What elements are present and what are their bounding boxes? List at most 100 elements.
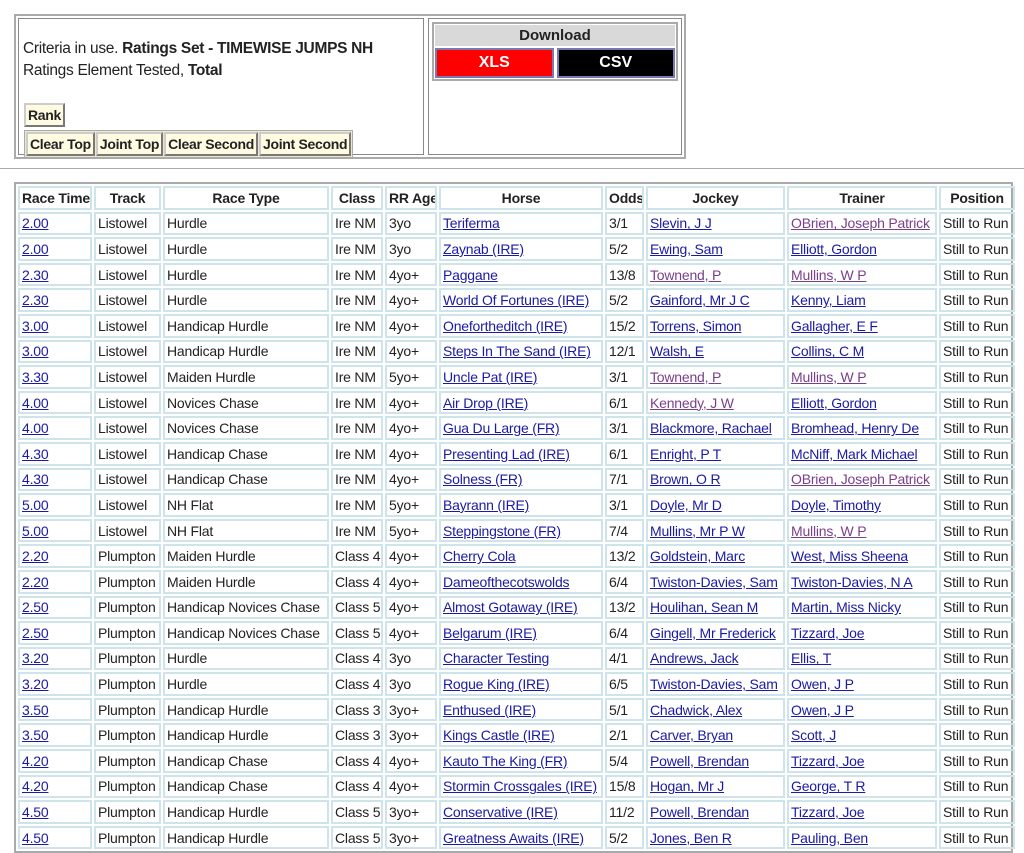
rank-button[interactable]: Rank (24, 103, 66, 127)
jockey-link[interactable]: Carver, Bryan (650, 727, 733, 744)
horse-link[interactable]: Bayrann (IRE) (443, 496, 530, 513)
race-time-link[interactable]: 4.00 (22, 420, 49, 437)
horse-link[interactable]: Paggane (443, 266, 498, 283)
jockey-link[interactable]: Houlihan, Sean M (650, 599, 759, 616)
race-time-link[interactable]: 5.00 (22, 522, 49, 539)
race-time-link[interactable]: 3.50 (22, 727, 49, 744)
jockey-link[interactable]: Twiston-Davies, Sam (650, 573, 778, 590)
trainer-link[interactable]: Pauling, Ben (791, 829, 868, 846)
clear-second-button[interactable]: Clear Second (164, 132, 258, 156)
jockey-link[interactable]: Twiston-Davies, Sam (650, 676, 778, 693)
jockey-link[interactable]: Slevin, J J (650, 215, 712, 232)
race-time-link[interactable]: 2.50 (22, 599, 49, 616)
horse-link[interactable]: Stormin Crossgales (IRE) (443, 778, 597, 795)
race-time-link[interactable]: 3.20 (22, 650, 49, 667)
race-time-link[interactable]: 4.30 (22, 471, 49, 488)
trainer-link[interactable]: Collins, C M (791, 343, 865, 360)
race-time-link[interactable]: 5.00 (22, 496, 49, 513)
jockey-link[interactable]: Doyle, Mr D (650, 496, 722, 513)
horse-link[interactable]: World Of Fortunes (IRE) (443, 292, 590, 309)
jockey-link[interactable]: Townend, P (650, 368, 722, 385)
jockey-link[interactable]: Andrews, Jack (650, 650, 739, 667)
jockey-link[interactable]: Enright, P T (650, 445, 722, 462)
xls-download-button[interactable]: XLS (435, 48, 554, 78)
horse-link[interactable]: Rogue King (IRE) (443, 676, 550, 693)
trainer-link[interactable]: Elliott, Gordon (791, 240, 877, 257)
race-time-link[interactable]: 2.50 (22, 624, 49, 641)
jockey-link[interactable]: Townend, P (650, 266, 722, 283)
trainer-link[interactable]: Doyle, Timothy (791, 496, 881, 513)
horse-link[interactable]: Air Drop (IRE) (443, 394, 529, 411)
jockey-link[interactable]: Powell, Brendan (650, 752, 749, 769)
jockey-link[interactable]: Ewing, Sam (650, 240, 723, 257)
race-time-link[interactable]: 2.20 (22, 548, 49, 565)
trainer-link[interactable]: Kenny, Liam (791, 292, 866, 309)
horse-link[interactable]: Character Testing (443, 650, 550, 667)
jockey-link[interactable]: Gainford, Mr J C (650, 292, 750, 309)
jockey-link[interactable]: Torrens, Simon (650, 317, 742, 334)
horse-link[interactable]: Teriferma (443, 215, 500, 232)
trainer-link[interactable]: Owen, J P (791, 701, 854, 718)
horse-link[interactable]: Almost Gotaway (IRE) (443, 599, 578, 616)
csv-download-button[interactable]: CSV (556, 48, 675, 78)
race-time-link[interactable]: 2.20 (22, 573, 49, 590)
trainer-link[interactable]: Elliott, Gordon (791, 394, 877, 411)
trainer-link[interactable]: Ellis, T (791, 650, 832, 667)
horse-link[interactable]: Kauto The King (FR) (443, 752, 568, 769)
race-time-link[interactable]: 4.50 (22, 804, 49, 821)
horse-link[interactable]: Onefortheditch (IRE) (443, 317, 568, 334)
horse-link[interactable]: Presenting Lad (IRE) (443, 445, 570, 462)
horse-link[interactable]: Zaynab (IRE) (443, 240, 524, 257)
horse-link[interactable]: Steppingstone (FR) (443, 522, 561, 539)
race-time-link[interactable]: 3.00 (22, 343, 49, 360)
horse-link[interactable]: Belgarum (IRE) (443, 624, 537, 641)
jockey-link[interactable]: Kennedy, J W (650, 394, 734, 411)
trainer-link[interactable]: Scott, J (791, 727, 837, 744)
trainer-link[interactable]: Tizzard, Joe (791, 624, 865, 641)
horse-link[interactable]: Kings Castle (IRE) (443, 727, 555, 744)
jockey-link[interactable]: Goldstein, Marc (650, 548, 746, 565)
trainer-link[interactable]: West, Miss Sheena (791, 548, 908, 565)
trainer-link[interactable]: Twiston-Davies, N A (791, 573, 913, 590)
trainer-link[interactable]: George, T R (791, 778, 866, 795)
race-time-link[interactable]: 3.30 (22, 368, 49, 385)
race-time-link[interactable]: 4.20 (22, 778, 49, 795)
horse-link[interactable]: Dameofthecotswolds (443, 573, 570, 590)
jockey-link[interactable]: Gingell, Mr Frederick (650, 624, 776, 641)
race-time-link[interactable]: 2.00 (22, 240, 49, 257)
race-time-link[interactable]: 2.00 (22, 215, 49, 232)
trainer-link[interactable]: Tizzard, Joe (791, 804, 865, 821)
race-time-link[interactable]: 2.30 (22, 266, 49, 283)
race-time-link[interactable]: 3.20 (22, 676, 49, 693)
joint-second-button[interactable]: Joint Second (258, 132, 352, 156)
joint-top-button[interactable]: Joint Top (95, 132, 164, 156)
race-time-link[interactable]: 4.50 (22, 829, 49, 846)
jockey-link[interactable]: Brown, O R (650, 471, 721, 488)
horse-link[interactable]: Greatness Awaits (IRE) (443, 829, 584, 846)
race-time-link[interactable]: 3.00 (22, 317, 49, 334)
race-time-link[interactable]: 4.20 (22, 752, 49, 769)
trainer-link[interactable]: McNiff, Mark Michael (791, 445, 918, 462)
trainer-link[interactable]: OBrien, Joseph Patrick (791, 471, 930, 488)
jockey-link[interactable]: Walsh, E (650, 343, 704, 360)
horse-link[interactable]: Cherry Cola (443, 548, 516, 565)
horse-link[interactable]: Steps In The Sand (IRE) (443, 343, 591, 360)
trainer-link[interactable]: Tizzard, Joe (791, 752, 865, 769)
trainer-link[interactable]: Mullins, W P (791, 522, 867, 539)
trainer-link[interactable]: Mullins, W P (791, 266, 867, 283)
race-time-link[interactable]: 4.00 (22, 394, 49, 411)
trainer-link[interactable]: Mullins, W P (791, 368, 867, 385)
jockey-link[interactable]: Chadwick, Alex (650, 701, 743, 718)
race-time-link[interactable]: 4.30 (22, 445, 49, 462)
trainer-link[interactable]: Owen, J P (791, 676, 854, 693)
clear-top-button[interactable]: Clear Top (26, 132, 95, 156)
jockey-link[interactable]: Hogan, Mr J (650, 778, 725, 795)
race-time-link[interactable]: 3.50 (22, 701, 49, 718)
horse-link[interactable]: Gua Du Large (FR) (443, 420, 560, 437)
horse-link[interactable]: Enthused (IRE) (443, 701, 536, 718)
jockey-link[interactable]: Powell, Brendan (650, 804, 749, 821)
race-time-link[interactable]: 2.30 (22, 292, 49, 309)
trainer-link[interactable]: OBrien, Joseph Patrick (791, 215, 930, 232)
jockey-link[interactable]: Jones, Ben R (650, 829, 732, 846)
trainer-link[interactable]: Gallagher, E F (791, 317, 878, 334)
